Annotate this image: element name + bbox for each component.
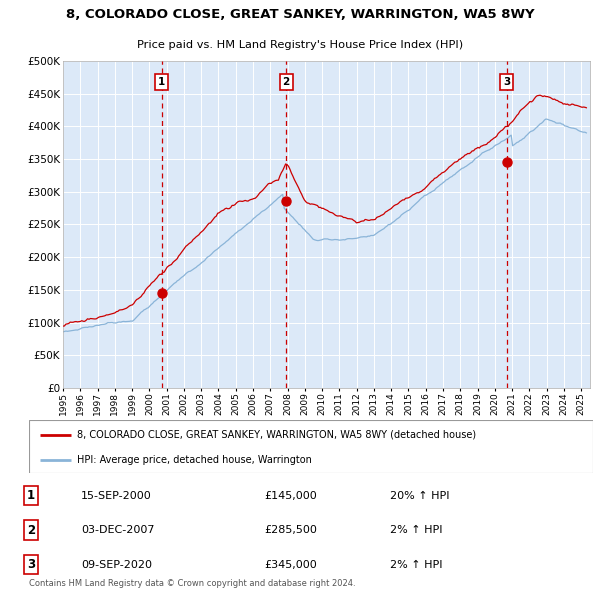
Text: 2% ↑ HPI: 2% ↑ HPI [390, 560, 443, 570]
Text: HPI: Average price, detached house, Warrington: HPI: Average price, detached house, Warr… [77, 455, 311, 465]
Text: 1: 1 [27, 489, 35, 502]
Text: 2: 2 [283, 77, 290, 87]
Text: 8, COLORADO CLOSE, GREAT SANKEY, WARRINGTON, WA5 8WY: 8, COLORADO CLOSE, GREAT SANKEY, WARRING… [65, 8, 535, 21]
Text: 3: 3 [503, 77, 511, 87]
Text: 03-DEC-2007: 03-DEC-2007 [81, 525, 155, 535]
Text: 15-SEP-2000: 15-SEP-2000 [81, 491, 152, 501]
Text: 20% ↑ HPI: 20% ↑ HPI [390, 491, 449, 501]
Text: 8, COLORADO CLOSE, GREAT SANKEY, WARRINGTON, WA5 8WY (detached house): 8, COLORADO CLOSE, GREAT SANKEY, WARRING… [77, 430, 476, 440]
Text: £285,500: £285,500 [264, 525, 317, 535]
Text: Price paid vs. HM Land Registry's House Price Index (HPI): Price paid vs. HM Land Registry's House … [137, 40, 463, 50]
Text: Contains HM Land Registry data © Crown copyright and database right 2024.: Contains HM Land Registry data © Crown c… [29, 579, 355, 588]
Text: 2% ↑ HPI: 2% ↑ HPI [390, 525, 443, 535]
Text: 2: 2 [27, 524, 35, 537]
Text: £345,000: £345,000 [264, 560, 317, 570]
Text: 09-SEP-2020: 09-SEP-2020 [81, 560, 152, 570]
Text: 1: 1 [158, 77, 165, 87]
Text: £145,000: £145,000 [264, 491, 317, 501]
Text: 3: 3 [27, 558, 35, 571]
